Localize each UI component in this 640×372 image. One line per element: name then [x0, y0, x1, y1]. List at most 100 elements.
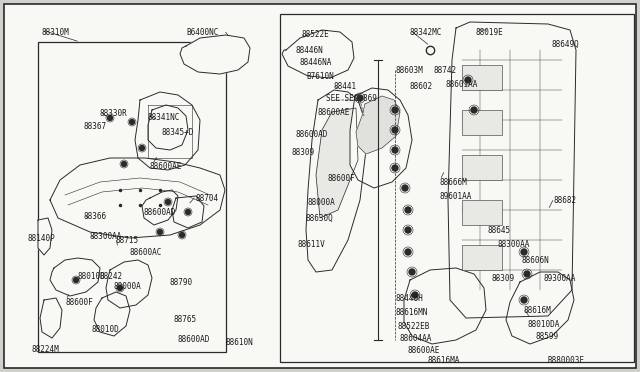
Bar [462, 65, 502, 90]
Polygon shape [282, 30, 354, 78]
Circle shape [521, 249, 527, 255]
Polygon shape [38, 218, 52, 255]
Polygon shape [180, 35, 250, 74]
Text: 88649Q: 88649Q [552, 40, 580, 49]
Text: 88600F: 88600F [66, 298, 93, 307]
Bar [38, 42, 226, 352]
Text: 88341NC: 88341NC [148, 113, 180, 122]
Circle shape [186, 209, 191, 215]
Circle shape [108, 115, 113, 121]
Polygon shape [172, 196, 204, 228]
Text: 88010D: 88010D [92, 325, 120, 334]
Text: B6400NC: B6400NC [186, 28, 218, 37]
Text: 88682: 88682 [554, 196, 577, 205]
Text: 88600F: 88600F [328, 174, 356, 183]
Circle shape [405, 207, 411, 213]
Polygon shape [506, 272, 574, 344]
Text: R880003F: R880003F [548, 356, 585, 365]
Polygon shape [350, 88, 412, 188]
Circle shape [166, 199, 170, 205]
Bar [462, 245, 502, 270]
Text: 88715: 88715 [116, 236, 139, 245]
Text: 88630Q: 88630Q [306, 214, 333, 223]
Circle shape [402, 185, 408, 191]
Text: 88242: 88242 [100, 272, 123, 281]
Circle shape [74, 278, 79, 282]
Text: 88446NA: 88446NA [300, 58, 332, 67]
Text: 88601AA: 88601AA [446, 80, 478, 89]
Bar [280, 14, 634, 362]
Circle shape [524, 271, 530, 277]
Circle shape [392, 147, 398, 153]
Circle shape [392, 127, 398, 133]
Text: B7610N: B7610N [306, 72, 333, 81]
Polygon shape [94, 292, 130, 336]
Text: 88604AA: 88604AA [400, 334, 433, 343]
Circle shape [129, 119, 134, 125]
Text: 88606N: 88606N [522, 256, 550, 265]
Text: 88366: 88366 [84, 212, 107, 221]
Text: 88600AD: 88600AD [178, 335, 211, 344]
Circle shape [392, 165, 398, 171]
Text: 88600AE: 88600AE [408, 346, 440, 355]
Bar [462, 200, 502, 225]
Text: 88000A: 88000A [308, 198, 336, 207]
Text: 88599: 88599 [536, 332, 559, 341]
Text: 88600AD: 88600AD [144, 208, 177, 217]
Text: 88330R: 88330R [100, 109, 128, 118]
Circle shape [122, 161, 127, 167]
Text: 88446H: 88446H [396, 294, 424, 303]
Text: 88600AD: 88600AD [296, 130, 328, 139]
Text: 88300AA: 88300AA [90, 232, 122, 241]
Circle shape [471, 107, 477, 113]
Text: 88611V: 88611V [298, 240, 326, 249]
Text: 88765: 88765 [174, 315, 197, 324]
Circle shape [118, 285, 122, 291]
Polygon shape [148, 105, 188, 150]
Text: SEE SEC.869: SEE SEC.869 [326, 94, 377, 103]
Text: 88790: 88790 [170, 278, 193, 287]
Text: 88742: 88742 [434, 66, 457, 75]
Text: 88309: 88309 [292, 148, 315, 157]
Text: 88010DA: 88010DA [528, 320, 561, 329]
Polygon shape [40, 298, 62, 338]
Circle shape [405, 249, 411, 255]
Circle shape [405, 227, 411, 233]
Text: 88666M: 88666M [440, 178, 468, 187]
Text: 88342MC: 88342MC [410, 28, 442, 37]
Text: 88441: 88441 [334, 82, 357, 91]
Circle shape [412, 292, 418, 298]
Circle shape [465, 77, 471, 83]
Text: 88603M: 88603M [396, 66, 424, 75]
Text: 88010D: 88010D [78, 272, 106, 281]
Circle shape [179, 232, 184, 237]
Text: 88616M: 88616M [524, 306, 552, 315]
Text: 88704: 88704 [196, 194, 219, 203]
Polygon shape [306, 90, 366, 272]
Text: 88345+D: 88345+D [161, 128, 193, 137]
Text: 88522EB: 88522EB [398, 322, 430, 331]
Text: 88019E: 88019E [476, 28, 504, 37]
Text: 88367: 88367 [84, 122, 107, 131]
Text: 88310M: 88310M [42, 28, 70, 37]
Text: 88140P: 88140P [28, 234, 56, 243]
Polygon shape [50, 158, 225, 238]
Text: 88600AC: 88600AC [130, 248, 163, 257]
Polygon shape [448, 22, 576, 318]
Text: 88300AA: 88300AA [498, 240, 531, 249]
Text: 89300AA: 89300AA [544, 274, 577, 283]
Polygon shape [142, 190, 178, 225]
Text: 88616MA: 88616MA [428, 356, 460, 365]
Polygon shape [135, 92, 200, 170]
Circle shape [157, 230, 163, 234]
Polygon shape [356, 96, 400, 154]
Text: 88446N: 88446N [296, 46, 324, 55]
Text: 88309: 88309 [492, 274, 515, 283]
Text: 88522E: 88522E [302, 30, 330, 39]
Circle shape [392, 107, 398, 113]
Polygon shape [106, 260, 152, 308]
Text: 88600AE: 88600AE [150, 162, 182, 171]
Bar [462, 110, 502, 135]
Bar [462, 155, 502, 180]
Polygon shape [316, 108, 358, 218]
